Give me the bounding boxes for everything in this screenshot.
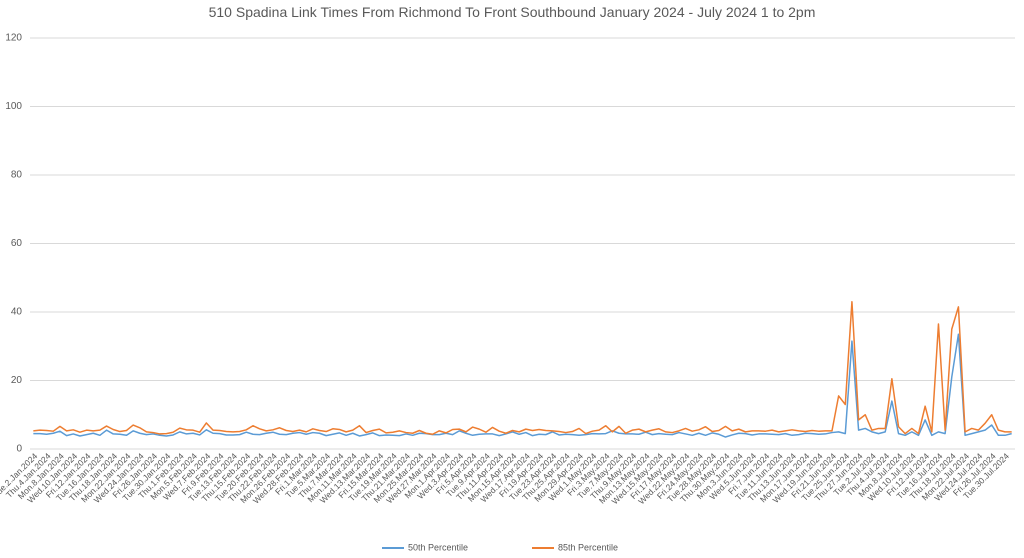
legend-label: 85th Percentile xyxy=(558,542,618,552)
chart-title: 510 Spadina Link Times From Richmond To … xyxy=(209,4,816,20)
y-tick-label: 0 xyxy=(16,444,22,455)
series-line xyxy=(33,300,1012,436)
y-tick-label: 120 xyxy=(5,33,22,44)
y-tick-label: 20 xyxy=(11,375,23,386)
y-tick-label: 80 xyxy=(11,170,23,181)
y-tick-label: 100 xyxy=(5,101,22,112)
legend-label: 50th Percentile xyxy=(408,542,468,552)
y-tick-label: 40 xyxy=(11,307,23,318)
series-line xyxy=(33,333,1012,438)
y-tick-label: 60 xyxy=(11,238,23,249)
